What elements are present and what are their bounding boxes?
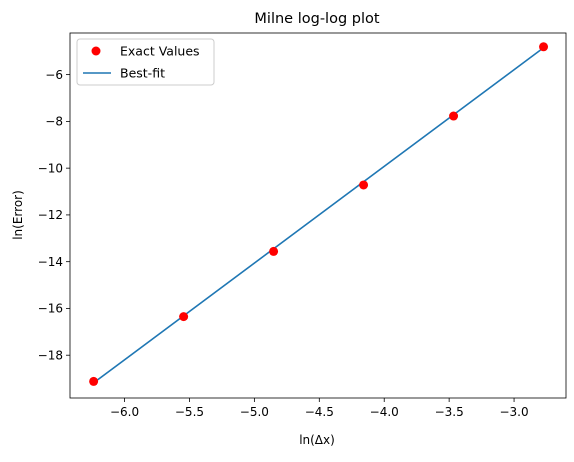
legend-label-exact-values: Exact Values [120,44,200,59]
y-axis-ticks: −18 −16 −14 −12 −10 −8 −6 [38,68,70,362]
data-point-exact-value [449,111,459,121]
x-tick-label: −3.0 [499,405,528,419]
x-tick-label: −4.5 [305,405,334,419]
y-tick-label: −8 [45,115,63,129]
legend: Exact Values Best-fit [76,38,215,86]
x-axis-label: ln(Δx) [299,433,335,447]
series-line-best-fit [93,47,545,384]
plot-frame [69,32,567,399]
data-point-exact-value [359,180,369,190]
legend-box [76,38,215,86]
y-tick-label: −10 [38,161,63,175]
data-point-exact-value [269,246,279,256]
x-tick-label: −6.0 [110,405,139,419]
y-tick-label: −16 [38,302,63,316]
data-point-exact-value [539,42,549,52]
y-tick-label: −14 [38,255,63,269]
x-axis-ticks: −6.0 −5.5 −5.0 −4.5 −4.0 −3.5 −3.0 [110,398,529,419]
x-tick-label: −5.0 [240,405,269,419]
legend-label-best-fit: Best-fit [120,66,165,81]
y-tick-label: −6 [45,68,63,82]
legend-marker-exact-values [91,46,101,56]
x-tick-label: −5.5 [175,405,204,419]
chart-title: Milne log-log plot [254,11,379,27]
marks-layer [89,42,549,386]
x-tick-label: −4.0 [370,405,399,419]
y-tick-label: −12 [38,208,63,222]
y-tick-label: −18 [38,348,63,362]
x-tick-label: −3.5 [435,405,464,419]
y-axis-label: ln(Error) [11,190,25,240]
data-point-exact-value [89,376,99,386]
data-point-exact-value [179,312,189,322]
